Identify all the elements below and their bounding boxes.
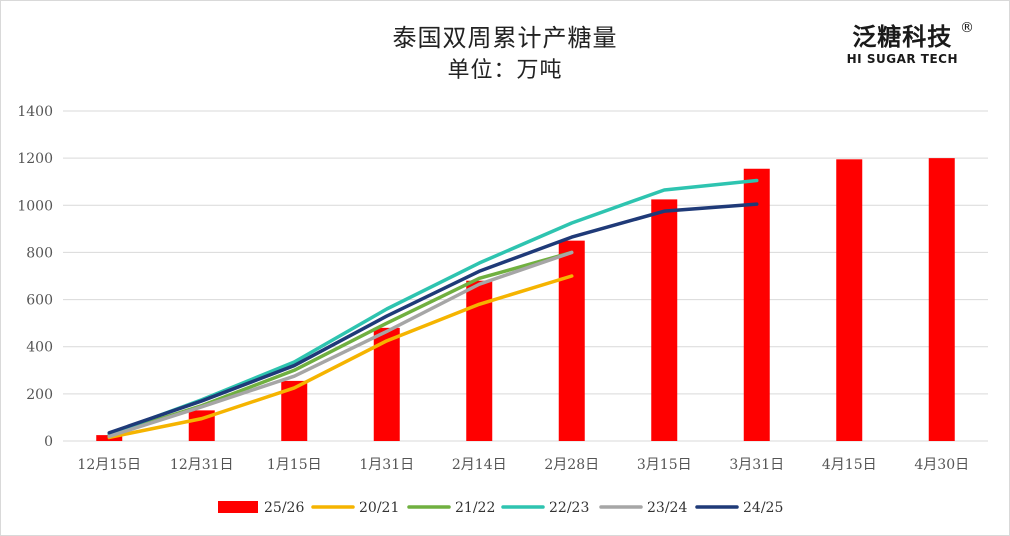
brand-logo: 泛糖科技 ® HI SUGAR TECH bbox=[846, 20, 974, 66]
y-tick-label: 0 bbox=[44, 434, 53, 450]
legend-label: 23/24 bbox=[647, 500, 687, 516]
legend-label: 25/26 bbox=[264, 500, 304, 516]
x-tick-label: 4月30日 bbox=[914, 457, 969, 473]
y-tick-label: 1000 bbox=[17, 198, 53, 214]
series-line-20-21 bbox=[107, 274, 574, 440]
y-tick-label: 800 bbox=[26, 245, 53, 261]
x-tick-label: 12月31日 bbox=[170, 457, 234, 473]
bar bbox=[558, 240, 585, 441]
legend-label: 21/22 bbox=[455, 500, 495, 516]
bar bbox=[743, 168, 770, 441]
logo-brand-text: 泛糖科技 bbox=[852, 23, 953, 51]
x-tick-label: 2月28日 bbox=[544, 457, 599, 473]
series-line-24-25 bbox=[107, 202, 759, 435]
logo-english-text: HI SUGAR TECH bbox=[846, 52, 958, 66]
legend-label: 22/23 bbox=[549, 500, 589, 516]
registered-mark: ® bbox=[960, 20, 974, 36]
y-tick-label: 600 bbox=[26, 293, 53, 309]
y-tick-label: 1200 bbox=[17, 151, 53, 167]
legend-label: 24/25 bbox=[743, 500, 783, 516]
chart-title: 泰国双周累计产糖量 bbox=[392, 24, 618, 52]
x-tick-label: 12月15日 bbox=[77, 457, 141, 473]
x-tick-label: 1月31日 bbox=[359, 457, 414, 473]
bar bbox=[928, 158, 955, 441]
y-tick-label: 1400 bbox=[17, 104, 53, 120]
x-tick-label: 3月15日 bbox=[637, 457, 692, 473]
bar bbox=[651, 199, 678, 441]
legend-label: 20/21 bbox=[359, 500, 399, 516]
series-line-23-24 bbox=[107, 250, 574, 439]
x-tick-label: 1月15日 bbox=[267, 457, 322, 473]
x-tick-label: 4月15日 bbox=[822, 457, 877, 473]
chart-subtitle: 单位：万吨 bbox=[447, 58, 563, 83]
x-tick-label: 3月31日 bbox=[729, 457, 784, 473]
x-tick-label: 2月14日 bbox=[452, 457, 507, 473]
y-tick-label: 400 bbox=[26, 340, 53, 356]
legend-swatch-bar bbox=[218, 501, 258, 513]
bar bbox=[836, 159, 863, 442]
y-tick-label: 200 bbox=[26, 387, 53, 403]
